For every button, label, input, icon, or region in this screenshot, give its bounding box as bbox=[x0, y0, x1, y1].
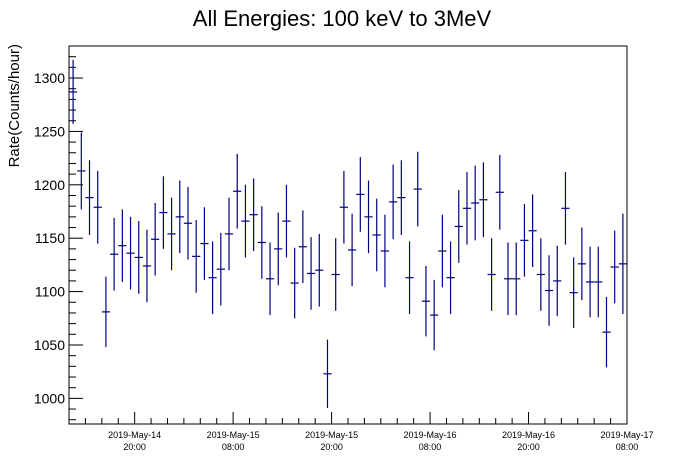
data-point bbox=[224, 197, 234, 271]
x-tick-label-time: 20:00 bbox=[123, 442, 146, 452]
x-tick-label-time: 08:00 bbox=[616, 442, 639, 452]
data-point bbox=[69, 59, 78, 124]
data-point bbox=[183, 186, 193, 260]
x-tick-label-time: 20:00 bbox=[320, 442, 343, 452]
x-tick-label-date: 2019-May-16 bbox=[502, 430, 555, 440]
data-point bbox=[405, 241, 414, 315]
data-point bbox=[257, 206, 266, 279]
data-point bbox=[339, 170, 348, 244]
data-point bbox=[233, 153, 242, 229]
data-point bbox=[118, 209, 127, 282]
x-tick-label-date: 2019-May-16 bbox=[404, 430, 457, 440]
data-point bbox=[167, 197, 176, 271]
data-point bbox=[200, 207, 209, 280]
y-tick-label: 1050 bbox=[34, 337, 65, 353]
data-point bbox=[192, 220, 201, 293]
data-point bbox=[553, 245, 562, 317]
data-point bbox=[413, 151, 422, 227]
data-point bbox=[134, 221, 143, 294]
x-tick-label-date: 2019-May-14 bbox=[108, 430, 161, 440]
data-point bbox=[142, 229, 152, 303]
data-point bbox=[265, 242, 275, 316]
data-point bbox=[356, 157, 365, 232]
data-point bbox=[77, 132, 86, 210]
data-point bbox=[126, 216, 135, 290]
data-point bbox=[93, 170, 102, 244]
data-point bbox=[503, 242, 513, 316]
y-axis-label: Rate(Counts/hour) bbox=[6, 44, 23, 167]
data-point bbox=[544, 255, 554, 326]
x-tick-label-time: 08:00 bbox=[419, 442, 442, 452]
data-point bbox=[528, 194, 537, 268]
data-point bbox=[618, 213, 627, 315]
data-point bbox=[175, 180, 184, 254]
data-point bbox=[372, 198, 381, 272]
data-point bbox=[520, 204, 529, 277]
data-point bbox=[569, 257, 578, 328]
data-point bbox=[380, 214, 390, 288]
y-tick-label: 1300 bbox=[34, 70, 65, 86]
data-point bbox=[151, 202, 160, 276]
data-point bbox=[241, 184, 250, 258]
data-point bbox=[602, 296, 611, 368]
data-point bbox=[462, 172, 472, 245]
data-point bbox=[610, 230, 619, 304]
data-point bbox=[216, 232, 225, 306]
data-point bbox=[298, 210, 307, 284]
data-point bbox=[454, 190, 463, 263]
y-axis: 1000 1050 1100 1150 1200 1250 1300 bbox=[34, 45, 83, 421]
data-point bbox=[348, 213, 357, 287]
data-point bbox=[536, 238, 545, 311]
data-point bbox=[208, 241, 217, 315]
x-tick-label-time: 08:00 bbox=[222, 442, 245, 452]
x-tick-label-date: 2019-May-15 bbox=[207, 430, 260, 440]
data-point bbox=[306, 237, 316, 310]
chart-title: All Energies: 100 keV to 3MeV bbox=[193, 6, 492, 31]
data-point bbox=[430, 279, 439, 351]
data-point bbox=[364, 180, 373, 254]
data-point bbox=[323, 339, 332, 408]
y-tick-label: 1250 bbox=[34, 123, 65, 139]
data-point bbox=[512, 242, 521, 316]
data-point bbox=[479, 162, 488, 238]
x-axis: 2019-May-14 20:00 2019-May-15 08:00 2019-May… bbox=[68, 412, 654, 452]
data-point bbox=[290, 247, 299, 319]
data-point bbox=[85, 160, 94, 235]
data-point bbox=[274, 212, 283, 286]
data-point bbox=[438, 214, 447, 288]
data-point bbox=[495, 154, 504, 230]
data-point bbox=[487, 238, 496, 311]
y-tick-label: 1200 bbox=[34, 177, 65, 193]
data-point bbox=[282, 184, 291, 258]
data-point bbox=[331, 238, 340, 311]
y-tick-label: 1000 bbox=[34, 390, 65, 406]
data-point bbox=[159, 176, 168, 249]
data-series bbox=[69, 59, 627, 408]
x-tick-label-date: 2019-May-15 bbox=[305, 430, 358, 440]
y-tick-label: 1100 bbox=[35, 284, 65, 300]
data-point bbox=[249, 178, 258, 252]
x-tick-label-date: 2019-May-17 bbox=[600, 430, 653, 440]
data-point bbox=[561, 172, 570, 245]
data-point bbox=[594, 246, 603, 318]
data-point bbox=[110, 217, 119, 291]
data-point bbox=[421, 265, 431, 337]
data-point bbox=[389, 164, 398, 240]
data-point bbox=[315, 233, 324, 307]
data-point bbox=[446, 241, 455, 315]
data-point bbox=[471, 165, 480, 241]
data-point bbox=[577, 227, 586, 301]
data-point bbox=[585, 246, 595, 318]
data-point bbox=[397, 160, 406, 235]
data-point bbox=[101, 276, 111, 348]
y-tick-label: 1150 bbox=[35, 230, 65, 246]
x-tick-label-time: 20:00 bbox=[517, 442, 540, 452]
